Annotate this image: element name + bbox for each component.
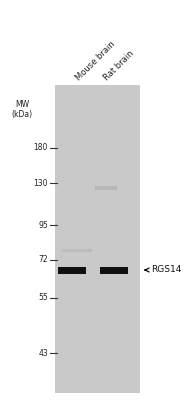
Bar: [55, 85, 140, 393]
Bar: [100, 267, 128, 274]
Text: Mouse brain: Mouse brain: [74, 39, 117, 82]
Text: 130: 130: [33, 178, 48, 188]
Bar: [62, 249, 92, 252]
Text: 55: 55: [38, 294, 48, 302]
Text: MW
(kDa): MW (kDa): [12, 100, 33, 119]
Text: 72: 72: [38, 256, 48, 264]
Text: 95: 95: [38, 220, 48, 230]
Bar: [95, 186, 117, 190]
Text: RGS14: RGS14: [151, 266, 181, 274]
Text: 180: 180: [34, 144, 48, 152]
Bar: [58, 267, 86, 274]
Text: Rat brain: Rat brain: [102, 48, 135, 82]
Text: 43: 43: [38, 348, 48, 358]
